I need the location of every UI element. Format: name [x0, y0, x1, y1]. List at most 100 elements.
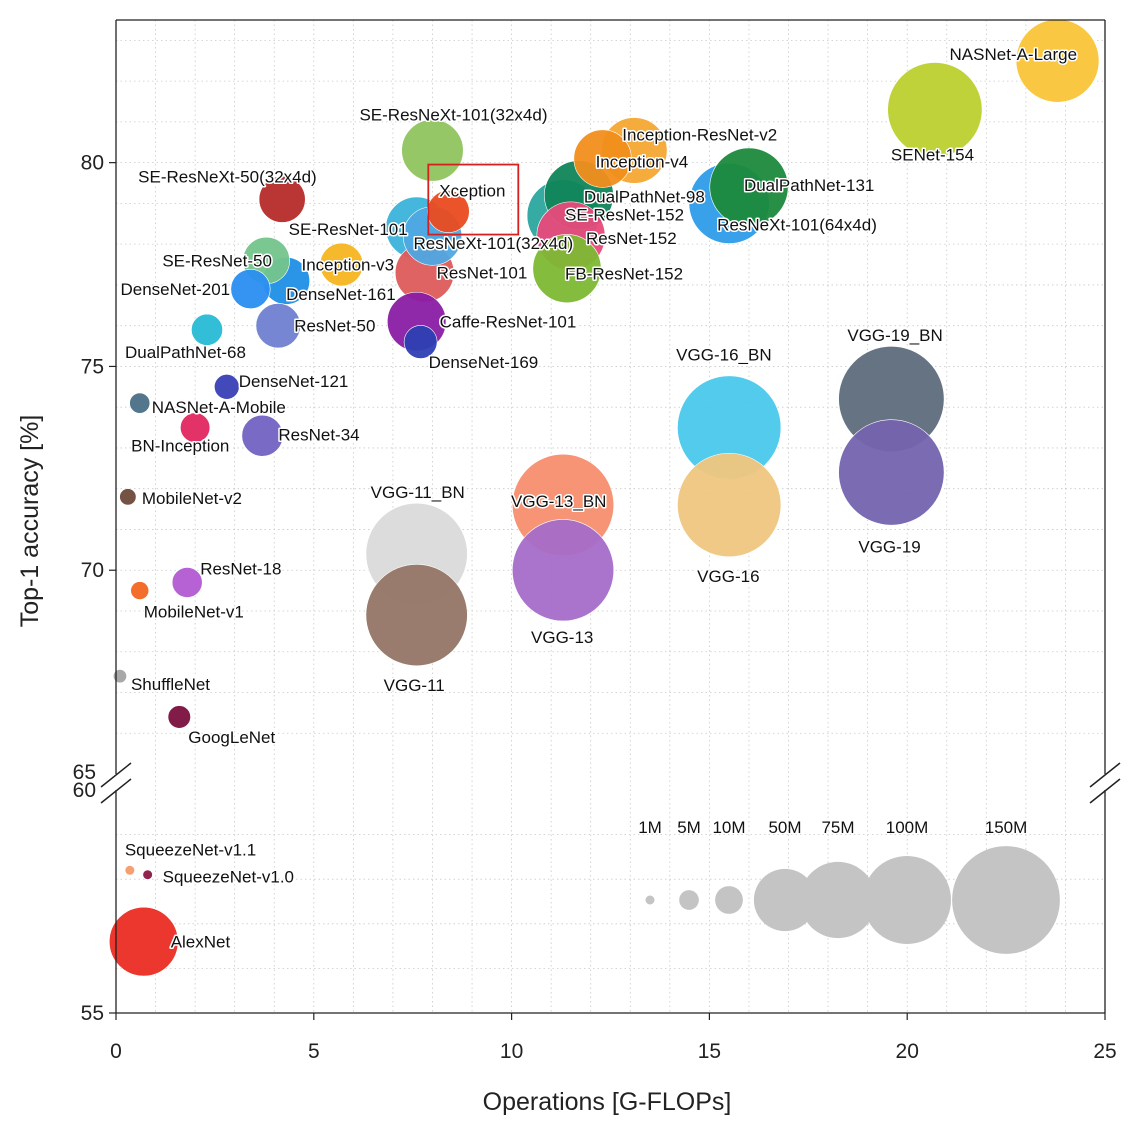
highlight-box [427, 163, 520, 236]
point-densenet-169 [403, 325, 438, 359]
x-tick-label: 0 [110, 1040, 122, 1063]
size-legend-label: 50M [768, 818, 801, 837]
point-mobilenet-v2 [119, 488, 137, 506]
point-squeezenet-v1-1 [124, 865, 135, 876]
axis-break-mark [1089, 778, 1121, 804]
size-legend-50m [753, 868, 817, 932]
label-resnet-101: ResNet-101 [437, 264, 528, 283]
label-se-resnet-152: SE-ResNet-152 [565, 206, 684, 225]
size-legend-100m [863, 856, 951, 944]
label-xception: Xception [439, 182, 505, 201]
size-legend-label: 150M [985, 818, 1028, 837]
label-vgg-11-bn: VGG-11_BN [371, 483, 465, 502]
label-mobilenet-v2: MobileNet-v2 [142, 489, 242, 508]
label-inception-resnet-v2: Inception-ResNet-v2 [622, 125, 777, 144]
label-fb-resnet-152: FB-ResNet-152 [565, 265, 683, 284]
y-axis-label: Top-1 accuracy [%] [16, 415, 44, 628]
point-inception-v4 [573, 129, 632, 188]
size-legend-label: 5M [677, 818, 701, 837]
x-tick-label: 5 [308, 1040, 320, 1063]
label-vgg-16-bn: VGG-16_BN [676, 346, 771, 365]
label-dualpathnet-68: DualPathNet-68 [125, 343, 246, 362]
label-se-resnet-101: SE-ResNet-101 [289, 220, 408, 239]
label-resnext-101-32x4d-: ResNeXt-101(32x4d) [413, 234, 573, 253]
y-break-label: 60 [73, 779, 96, 802]
y-tick-label: 75 [81, 355, 104, 378]
y-break-label: 65 [73, 761, 96, 784]
x-tick-label: 10 [500, 1040, 523, 1063]
label-bn-inception: BN-Inception [131, 437, 229, 456]
point-vgg-16 [677, 452, 782, 558]
label-densenet-201: DenseNet-201 [121, 280, 231, 299]
size-legend-label: 1M [638, 818, 662, 837]
label-mobilenet-v1: MobileNet-v1 [144, 603, 244, 622]
label-nasnet-a-large: NASNet-A-Large [950, 45, 1078, 64]
axis-break-mark [100, 762, 132, 788]
point-mobilenet-v1 [130, 581, 150, 600]
size-legend-label: 100M [886, 818, 929, 837]
label-vgg-11: VGG-11 [384, 676, 445, 695]
axis-break-mark [1089, 762, 1121, 788]
point-dualpathnet-131 [709, 147, 789, 227]
label-caffe-resnet-101: Caffe-ResNet-101 [440, 313, 577, 332]
label-googlenet: GoogLeNet [188, 728, 275, 747]
size-legend-label: 10M [712, 818, 745, 837]
axes [100, 19, 1121, 1014]
label-densenet-161: DenseNet-161 [286, 285, 396, 304]
point-densenet-201 [230, 269, 271, 309]
x-tick-label: 25 [1093, 1040, 1116, 1063]
y-tick-label: 70 [81, 559, 104, 582]
label-vgg-19-bn: VGG-19_BN [847, 326, 942, 345]
y-tick-label: 80 [81, 152, 104, 175]
point-alexnet [108, 906, 179, 977]
label-shufflenet: ShuffleNet [131, 675, 210, 694]
data-points [108, 18, 1100, 977]
point-googlenet [167, 705, 191, 729]
size-legend-label: 75M [821, 818, 854, 837]
x-axis-label: Operations [G-FLOPs] [483, 1088, 732, 1116]
point-bn-inception [180, 412, 211, 443]
point-nasnet-a-large [1015, 18, 1100, 103]
label-inception-v3: Inception-v3 [301, 256, 394, 275]
label-inception-v4: Inception-v4 [596, 153, 689, 172]
label-squeezenet-v1-0: SqueezeNet-v1.0 [163, 868, 294, 887]
label-senet-154: SENet-154 [891, 146, 974, 165]
label-resnet-152: ResNet-152 [586, 229, 677, 248]
point-dualpathnet-68 [191, 313, 223, 346]
point-resnet-18 [171, 567, 203, 598]
point-se-resnext-50-32x4d- [258, 175, 306, 223]
label-se-resnext-101-32x4d-: SE-ResNeXt-101(32x4d) [359, 105, 547, 124]
label-alexnet: AlexNet [171, 933, 231, 952]
point-inception-v3 [319, 242, 364, 287]
point-se-resnext-101-32x4d- [401, 119, 464, 182]
x-tick-label: 20 [896, 1040, 919, 1063]
label-nasnet-a-mobile: NASNet-A-Mobile [152, 398, 286, 417]
label-resnext-101-64x4d-: ResNeXt-101(64x4d) [717, 215, 877, 234]
label-densenet-121: DenseNet-121 [239, 372, 349, 391]
label-dualpathnet-98: DualPathNet-98 [584, 187, 705, 206]
point-vgg-11 [365, 564, 468, 667]
label-se-resnext-50-32x4d-: SE-ResNeXt-50(32x4d) [138, 167, 317, 186]
label-vgg-19: VGG-19 [858, 537, 920, 556]
point-vgg-13 [511, 519, 615, 622]
point-labels: NASNet-A-Large SENet-154 SE-ResNeXt-101(32… [119, 43, 1079, 953]
point-squeezenet-v1-0 [142, 869, 153, 880]
size-legend-1m [645, 895, 655, 905]
label-vgg-13: VGG-13 [531, 628, 593, 647]
label-squeezenet-v1-1: SqueezeNet-v1.1 [125, 840, 256, 859]
point-senet-154 [887, 62, 983, 158]
point-densenet-121 [214, 374, 240, 400]
label-resnet-50: ResNet-50 [294, 317, 375, 336]
label-dualpathnet-131: DualPathNet-131 [744, 176, 874, 195]
label-resnet-34: ResNet-34 [278, 426, 359, 445]
size-legend-10m [715, 886, 743, 914]
point-fb-resnet-152 [532, 234, 602, 304]
axis-break-mark [100, 778, 132, 804]
label-vgg-16: VGG-16 [697, 567, 759, 586]
y-tick-label: 55 [81, 1002, 104, 1025]
size-legend: 1M 5M 10M 50M 75M 100M 150M [638, 818, 1060, 954]
label-densenet-169: DenseNet-169 [429, 353, 539, 372]
size-legend-150m [952, 846, 1060, 954]
